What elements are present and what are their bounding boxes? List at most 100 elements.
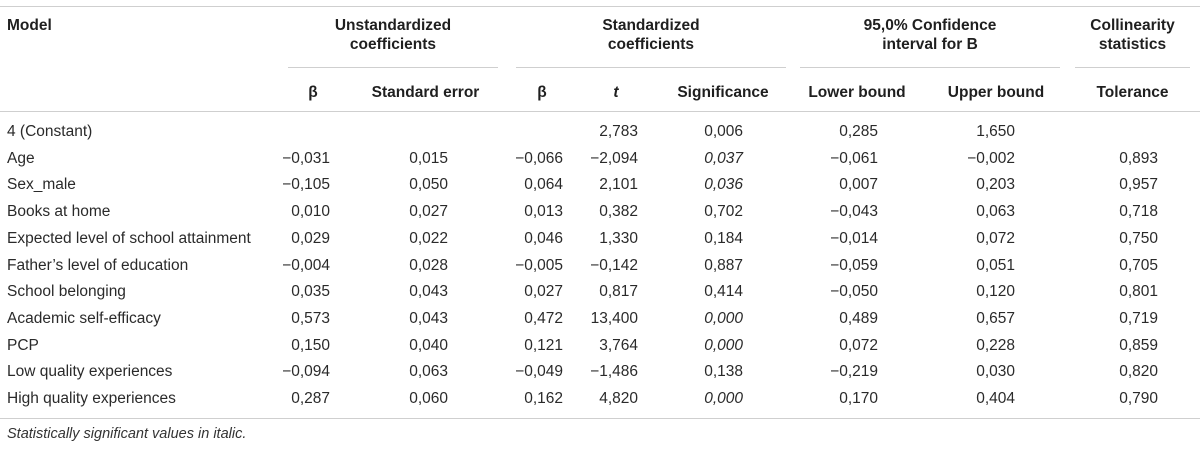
table-header-background [0, 0, 1200, 112]
cell-standard-error: 0,040 [409, 336, 448, 354]
subheader-beta: β [537, 84, 547, 101]
cell-b: −0,031 [282, 149, 330, 167]
cell-standard-error: 0,043 [409, 309, 448, 327]
cell-upper-bound: 0,657 [976, 309, 1015, 327]
cell-significance: 0,036 [704, 176, 743, 194]
cell-significance: 0,887 [704, 256, 743, 274]
cell-t: −0,142 [590, 256, 638, 274]
cell-upper-bound: 0,404 [976, 390, 1015, 407]
cell-beta: 0,064 [524, 176, 563, 194]
group-rule-col [1075, 67, 1190, 68]
cell-beta: 0,046 [524, 229, 563, 247]
cell-upper-bound: 0,120 [976, 283, 1015, 301]
model-header: Model [7, 17, 52, 34]
subheader-upper-bound: Upper bound [947, 84, 1045, 101]
cell-tolerance: 0,705 [1119, 256, 1158, 274]
cell-significance: 0,184 [704, 229, 743, 247]
row-label: 4 (Constant) [7, 123, 93, 140]
cell-b: 0,010 [291, 203, 330, 221]
subheader-significance: Significance [677, 84, 769, 101]
cell-lower-bound: −0,043 [830, 203, 878, 221]
cell-upper-bound: 0,203 [976, 176, 1015, 194]
cell-t: −2,094 [590, 149, 638, 167]
row-label: Books at home [7, 203, 111, 221]
cell-lower-bound: 0,285 [839, 123, 878, 140]
cell-lower-bound: −0,014 [830, 229, 878, 247]
cell-standard-error: 0,027 [409, 203, 448, 221]
cell-upper-bound: 0,063 [976, 203, 1015, 221]
cell-t: 2,101 [599, 176, 638, 194]
group-header-confidence-interval: 95,0% Confidence interval for B [863, 17, 997, 53]
cell-lower-bound: −0,219 [830, 363, 878, 381]
cell-t: 4,820 [599, 390, 638, 407]
subheader-t: t [613, 84, 619, 101]
cell-t: 1,330 [599, 229, 638, 247]
table-footnote: Statistically significant values in ital… [7, 426, 247, 442]
cell-lower-bound: 0,007 [839, 176, 878, 194]
cell-significance: 0,000 [704, 390, 743, 407]
group-header-standardized: Standardized coefficients [602, 17, 700, 53]
cell-tolerance: 0,859 [1119, 336, 1158, 354]
cell-standard-error: 0,028 [409, 256, 448, 274]
row-label: Academic self-efficacy [7, 309, 161, 327]
cell-beta: 0,162 [524, 390, 563, 407]
cell-lower-bound: 0,072 [839, 336, 878, 354]
cell-standard-error: 0,015 [409, 149, 448, 167]
cell-b: 0,287 [291, 390, 330, 407]
cell-upper-bound: 1,650 [976, 123, 1015, 140]
cell-upper-bound: 0,051 [976, 256, 1015, 274]
cell-upper-bound: −0,002 [967, 149, 1015, 167]
row-label: Father’s level of education [7, 256, 189, 274]
cell-tolerance: 0,820 [1119, 363, 1158, 381]
cell-b: 0,150 [291, 336, 330, 354]
row-label: School belonging [7, 283, 126, 301]
cell-b: 0,035 [291, 283, 330, 301]
cell-tolerance: 0,790 [1119, 390, 1158, 407]
table-body-background [0, 112, 1200, 419]
cell-significance: 0,037 [704, 149, 743, 167]
cell-tolerance: 0,718 [1119, 203, 1158, 221]
cell-standard-error: 0,022 [409, 229, 448, 247]
row-label: High quality experiences [7, 390, 176, 407]
cell-b: −0,105 [282, 176, 330, 194]
row-label: Age [7, 149, 35, 167]
cell-tolerance: 0,719 [1119, 309, 1158, 327]
cell-significance: 0,702 [704, 203, 743, 221]
cell-beta: −0,066 [515, 149, 563, 167]
cell-b: −0,094 [282, 363, 330, 381]
subheader-lower-bound: Lower bound [808, 84, 906, 101]
cell-tolerance: 0,750 [1119, 229, 1158, 247]
cell-beta: 0,472 [524, 309, 563, 327]
subheader-tolerance: Tolerance [1096, 84, 1169, 101]
cell-lower-bound: 0,170 [839, 390, 878, 407]
cell-t: 13,400 [590, 309, 638, 327]
row-label: Expected level of school attainment [7, 229, 251, 247]
cell-significance: 0,000 [704, 309, 743, 327]
group-rule-std [516, 67, 786, 68]
row-label: Sex_male [7, 176, 76, 194]
cell-t: 0,382 [599, 203, 638, 221]
header-bottom-rule [0, 111, 1200, 112]
cell-t: −1,486 [590, 363, 638, 381]
cell-lower-bound: −0,059 [830, 256, 878, 274]
cell-b: 0,573 [291, 309, 330, 327]
cell-significance: 0,000 [704, 336, 743, 354]
cell-tolerance: 0,957 [1119, 176, 1158, 194]
cell-standard-error: 0,060 [409, 390, 448, 407]
cell-tolerance: 0,893 [1119, 149, 1158, 167]
cell-significance: 0,414 [704, 283, 743, 301]
cell-upper-bound: 0,228 [976, 336, 1015, 354]
cell-standard-error: 0,043 [409, 283, 448, 301]
top-rule [0, 6, 1200, 7]
table-bottom-rule [0, 418, 1200, 419]
row-label: PCP [7, 336, 39, 354]
cell-upper-bound: 0,072 [976, 229, 1015, 247]
cell-b: −0,004 [282, 256, 330, 274]
group-rule-unstd [288, 67, 498, 68]
group-header-collinearity: Collinearity statistics [1090, 17, 1175, 53]
cell-beta: −0,005 [515, 256, 563, 274]
cell-lower-bound: 0,489 [839, 309, 878, 327]
cell-lower-bound: −0,061 [830, 149, 878, 167]
cell-tolerance: 0,801 [1119, 283, 1158, 301]
